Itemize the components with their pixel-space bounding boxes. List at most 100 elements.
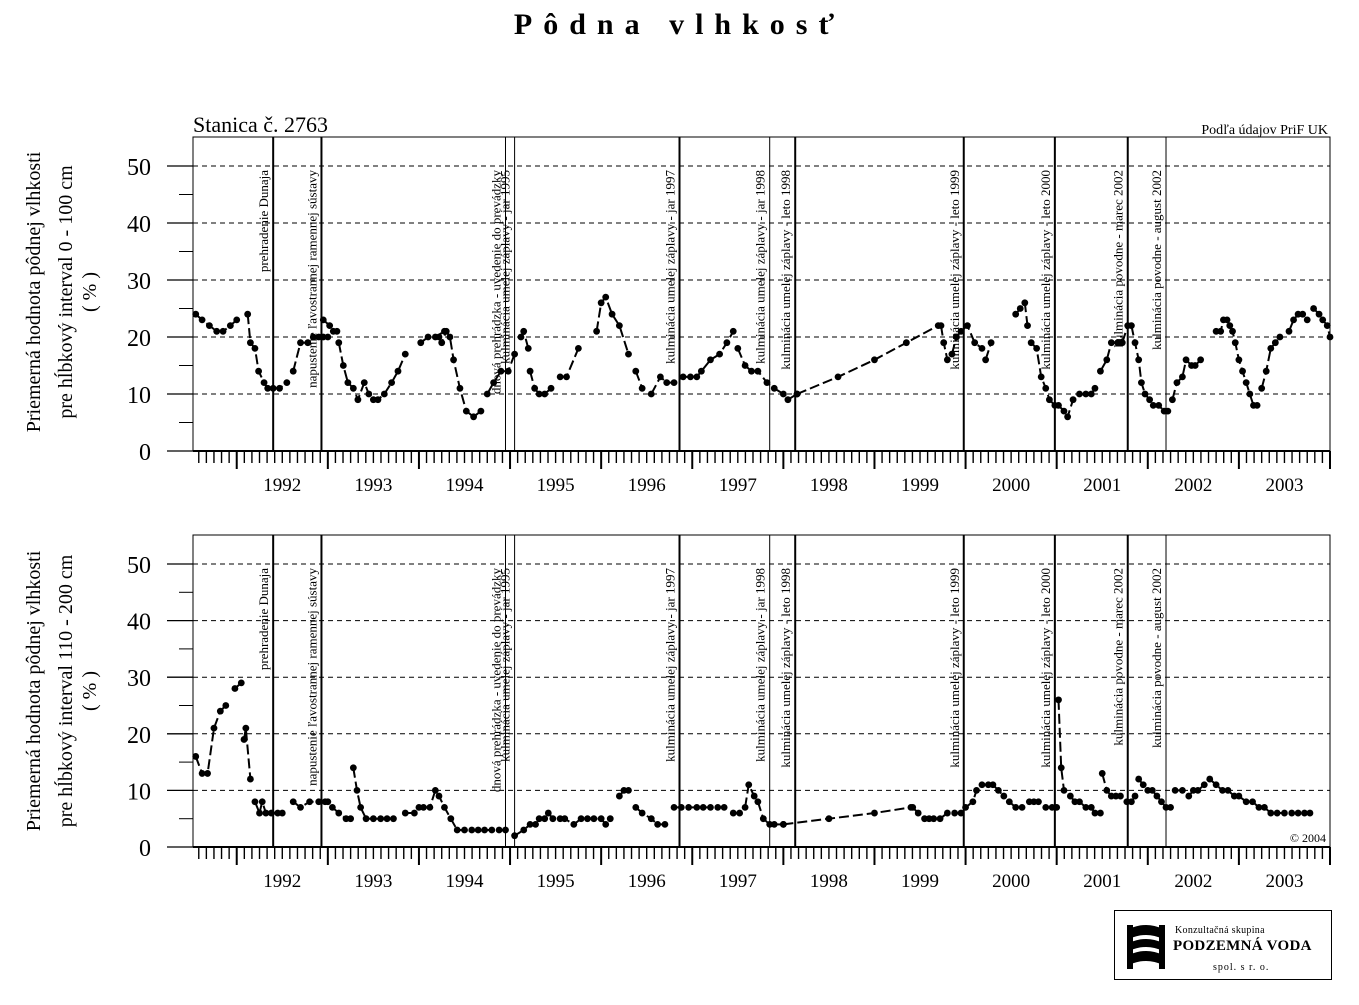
series-line <box>423 788 479 831</box>
data-point <box>902 339 910 347</box>
data-point <box>1299 310 1307 318</box>
event-label: kulminácia umelej záplavy - leto 2000 <box>1038 170 1053 370</box>
data-point <box>1135 356 1143 364</box>
data-point <box>656 373 664 381</box>
data-point <box>693 803 701 811</box>
data-point <box>213 327 221 335</box>
data-point <box>687 373 694 381</box>
data-point <box>606 815 614 823</box>
data-point <box>1053 803 1061 811</box>
data-point <box>394 367 402 375</box>
data-point <box>1021 299 1029 307</box>
data-point <box>570 820 578 828</box>
data-point <box>716 350 723 358</box>
data-point <box>661 820 669 828</box>
x-tick-label: 1995 <box>537 871 575 892</box>
event-label: kulminácia umelej záplavy - leto 2000 <box>1038 568 1053 768</box>
data-point <box>335 339 343 347</box>
data-point <box>198 316 206 324</box>
data-point <box>770 384 778 392</box>
data-point <box>1167 803 1174 811</box>
data-point <box>714 803 722 811</box>
data-point <box>1194 787 1202 794</box>
data-point <box>1139 781 1147 789</box>
x-tick-label: 1999 <box>901 871 939 892</box>
data-point <box>1000 792 1008 800</box>
data-point <box>1069 396 1077 404</box>
data-point <box>936 815 944 823</box>
y-tick-label: 20 <box>127 723 151 749</box>
data-point <box>574 345 582 352</box>
data-point <box>577 815 585 823</box>
data-point <box>930 815 938 823</box>
data-point <box>1037 373 1045 381</box>
data-point <box>625 787 632 794</box>
data-point <box>1103 356 1111 364</box>
data-point <box>1141 390 1149 398</box>
data-point <box>380 390 388 398</box>
event-label: kulminácia povodne - marec 2002 <box>1111 568 1126 746</box>
data-point <box>490 379 498 386</box>
data-point <box>461 826 468 834</box>
event-label: kulminácia umelej záplavy - leto 1999 <box>947 568 962 768</box>
data-point <box>1146 396 1154 404</box>
data-point <box>198 770 206 777</box>
y-tick-label: 40 <box>127 212 151 238</box>
data-point <box>326 322 334 329</box>
data-point <box>741 803 749 811</box>
data-point <box>654 820 662 828</box>
data-point <box>447 815 455 823</box>
data-point <box>1117 792 1124 800</box>
data-point <box>957 809 965 817</box>
data-point <box>1173 379 1181 386</box>
data-point <box>1042 803 1050 811</box>
data-point <box>1091 384 1099 392</box>
data-point <box>729 809 737 817</box>
data-point <box>339 362 347 369</box>
x-tick-label: 1995 <box>537 475 575 496</box>
data-point <box>362 815 370 823</box>
data-point <box>1303 316 1311 324</box>
data-point <box>754 367 762 375</box>
data-point <box>1016 305 1024 312</box>
data-point <box>306 798 314 806</box>
data-point <box>978 345 986 352</box>
data-point <box>914 809 922 817</box>
data-point <box>388 379 396 386</box>
data-point <box>256 809 263 817</box>
data-point <box>734 345 742 352</box>
data-point <box>1131 339 1139 347</box>
data-point <box>267 809 275 817</box>
data-point <box>497 367 505 375</box>
data-point <box>401 809 409 817</box>
data-point <box>401 350 409 358</box>
station-label: Stanica č. 2763 <box>193 112 328 137</box>
x-tick-label: 1992 <box>263 871 301 892</box>
x-tick-label: 2002 <box>1174 871 1212 892</box>
data-point <box>258 798 266 806</box>
data-point <box>1262 367 1270 375</box>
data-point <box>1273 809 1281 817</box>
data-point <box>1045 396 1053 404</box>
data-point <box>1076 390 1083 398</box>
data-point <box>1027 339 1035 347</box>
data-point <box>1066 792 1074 800</box>
data-point <box>699 803 707 811</box>
data-point <box>442 327 450 335</box>
y-axis-label: Priemerná hodnota pôdnej vlhkosti <box>23 550 45 831</box>
event-label: kulminácia umelej záplavy - jar 1995 <box>498 170 513 364</box>
data-point <box>625 350 632 358</box>
data-point <box>374 396 382 404</box>
data-point <box>535 815 543 823</box>
data-point <box>441 803 448 811</box>
data-point <box>269 384 277 392</box>
data-point <box>663 379 671 386</box>
data-point <box>431 787 439 794</box>
data-point <box>456 384 464 392</box>
event-label: kulminácia umelej záplavy - jar 1997 <box>663 170 678 364</box>
data-point <box>1212 781 1220 789</box>
data-point <box>549 815 557 823</box>
series-line <box>783 806 912 826</box>
data-point <box>1127 322 1135 329</box>
series-line <box>595 295 630 355</box>
